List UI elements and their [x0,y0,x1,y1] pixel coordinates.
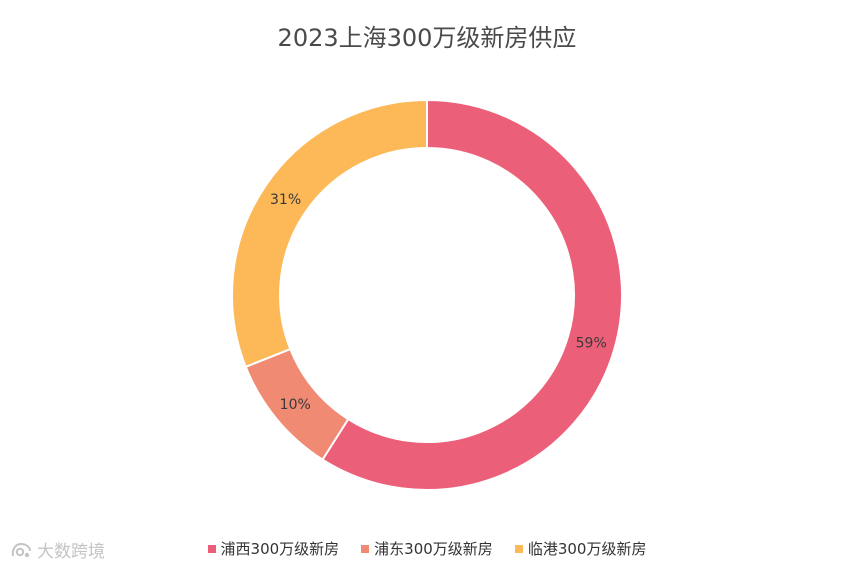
chart-title: 2023上海300万级新房供应 [277,24,577,52]
legend-item-lingang[interactable]: 临港300万级新房 [514,538,647,559]
legend-swatch-icon [361,544,370,553]
legend-label: 浦东300万级新房 [374,540,493,558]
watermark-text: 大数跨境 [37,542,105,562]
watermark-logo-icon [11,542,31,557]
chart-legend: 浦西300万级新房 浦东300万级新房 临港300万级新房 [0,538,854,559]
legend-item-puxi[interactable]: 浦西300万级新房 [207,538,340,559]
legend-item-pudong[interactable]: 浦东300万级新房 [361,538,493,559]
legend-swatch-icon [514,544,523,553]
legend-label: 浦西300万级新房 [220,540,340,558]
slice-puxi[interactable] [321,98,623,491]
slice-lingang[interactable] [231,98,428,369]
slice-label: 31% [270,192,301,208]
legend-label: 临港300万级新房 [527,540,647,558]
watermark: 大数跨境 [10,537,105,562]
slice-label: 10% [280,397,311,413]
legend-swatch-icon [207,544,216,553]
slice-label: 59% [576,336,607,352]
